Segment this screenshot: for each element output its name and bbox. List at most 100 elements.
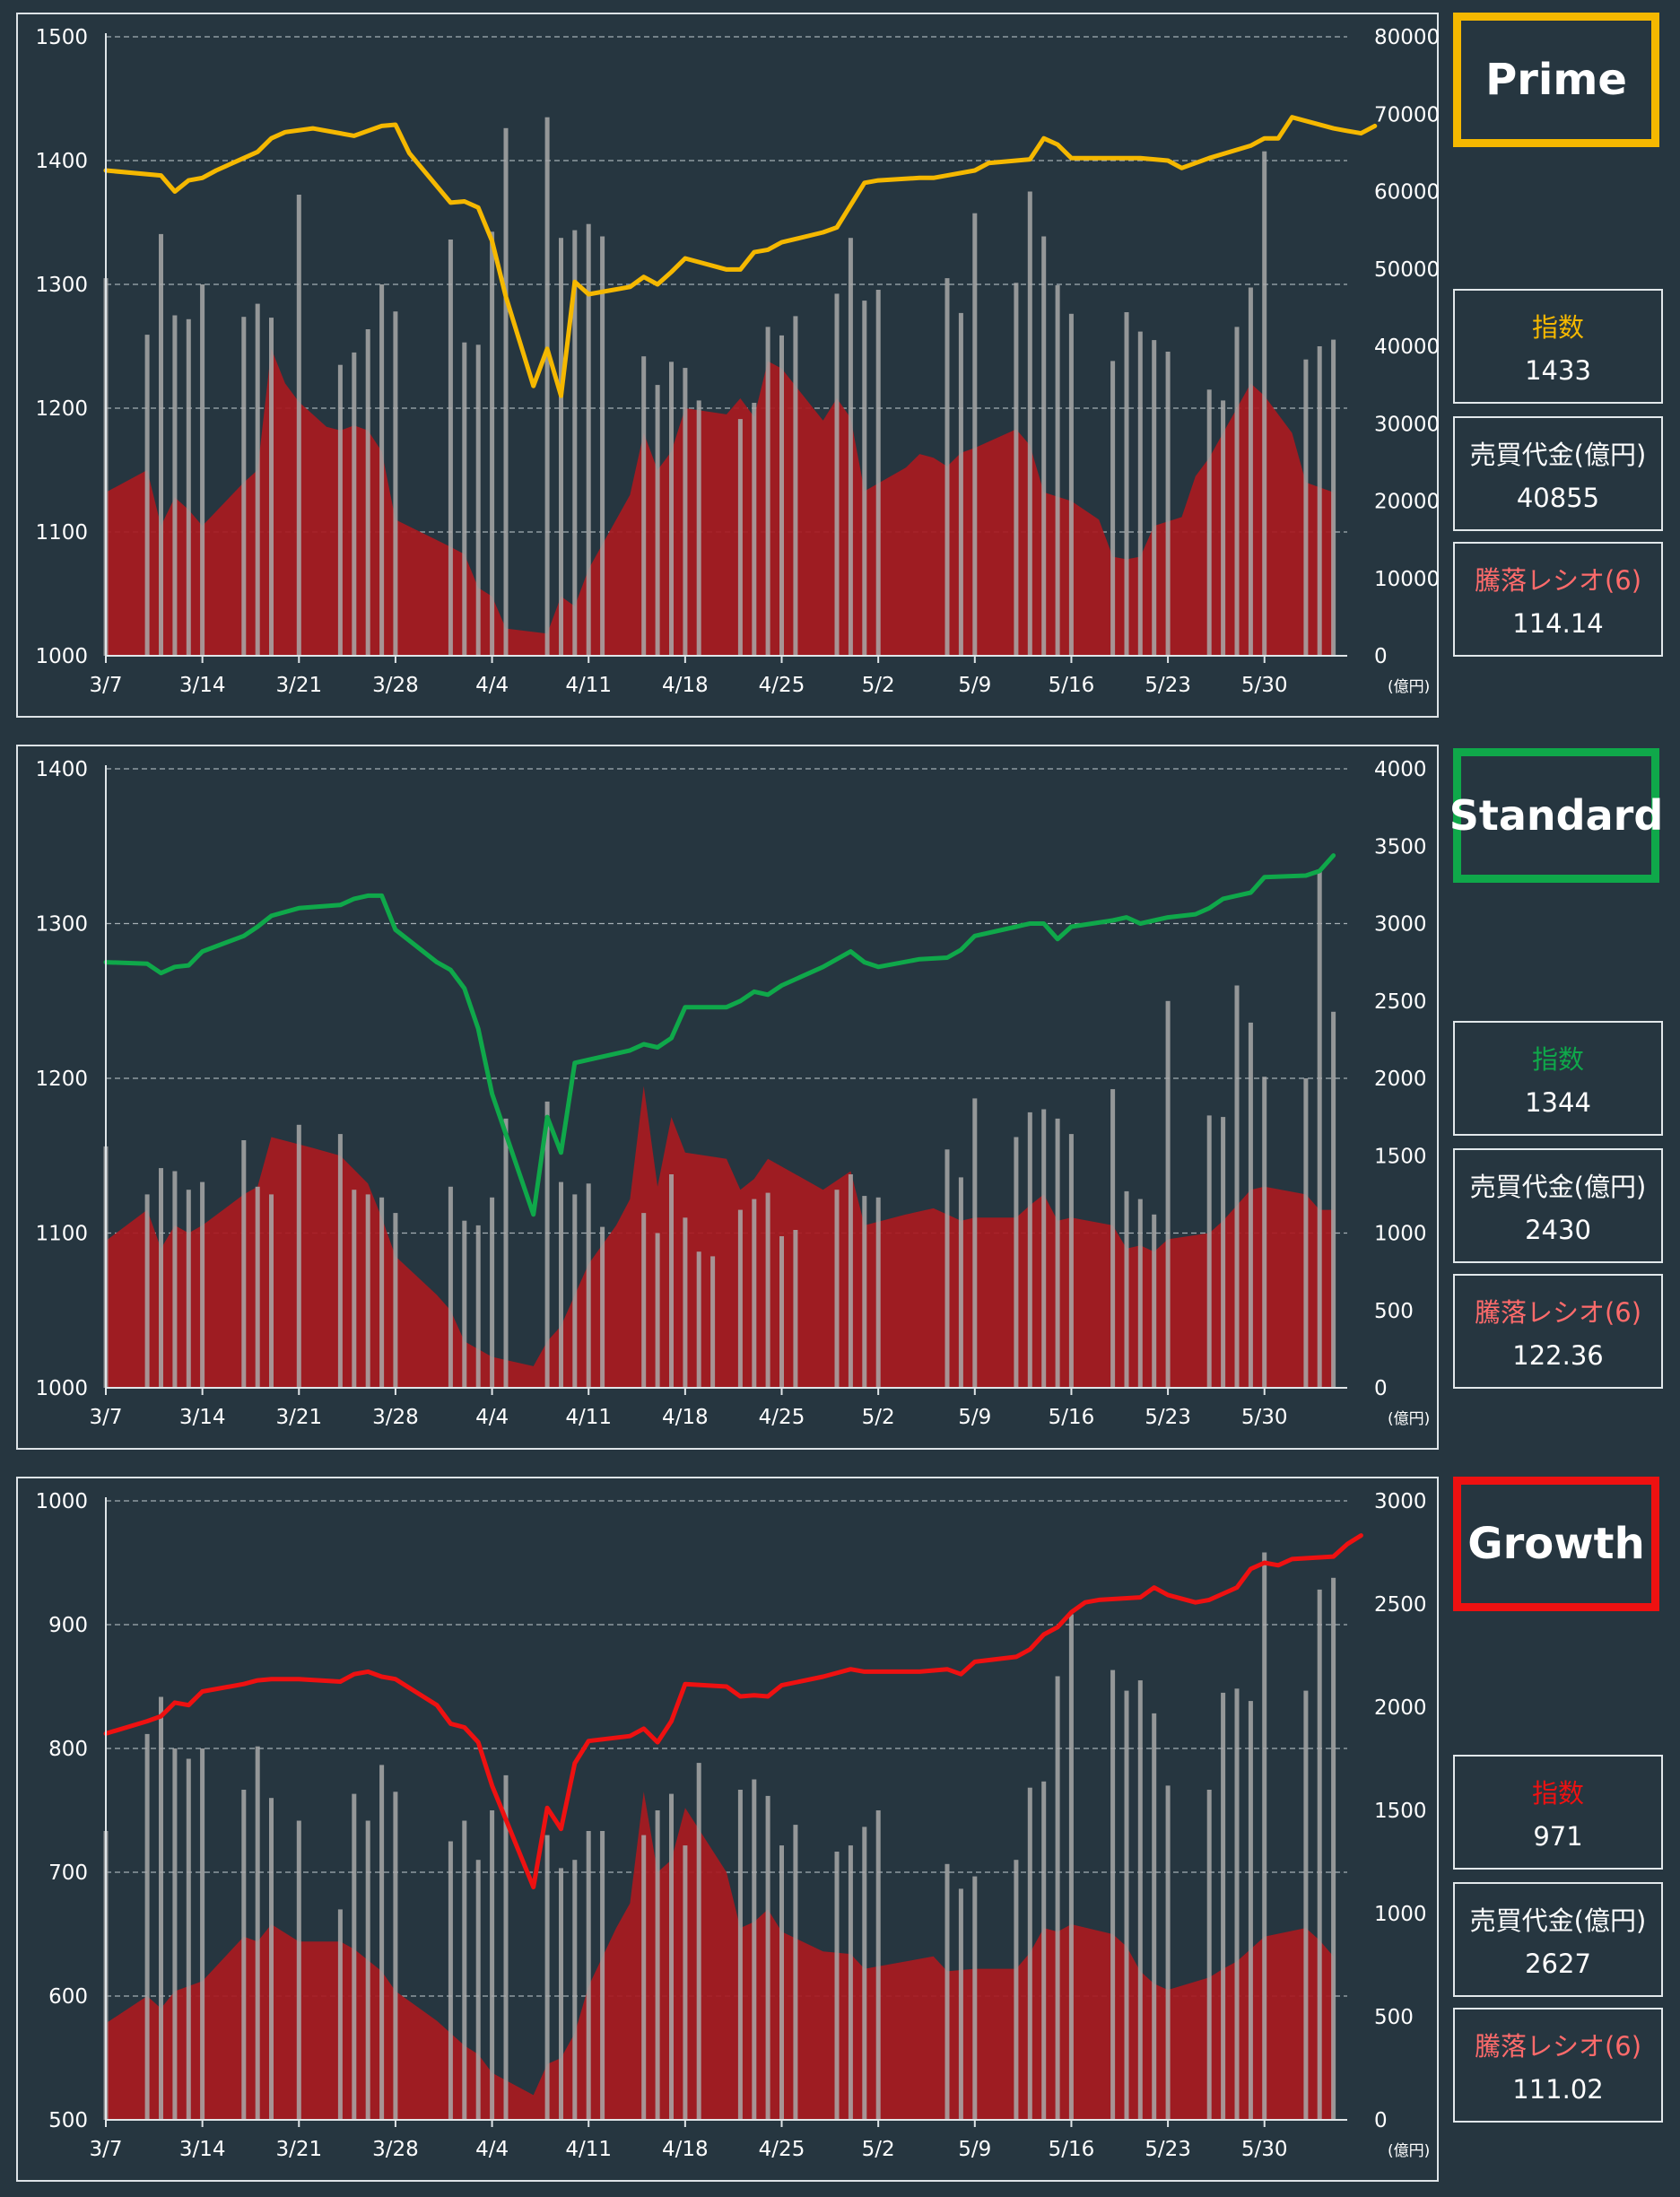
standard-right-tick-label: 500 [1374,1300,1414,1323]
standard-x-tick-label: 3/14 [179,1406,226,1429]
prime-volume-bar [696,400,701,656]
prime-volume-bar [1110,361,1116,656]
standard-volume-bar [1317,869,1322,1388]
standard-volume-bar [875,1197,881,1388]
standard-index-line [103,853,1336,1217]
growth-volume-bar [1165,1785,1171,2120]
standard-volume-bar [172,1171,178,1388]
prime-volume-bar [1055,284,1060,656]
prime-ratio-area [106,348,1334,656]
standard-volume-bar [337,1134,343,1388]
standard-volume-bar [393,1213,398,1388]
growth-x-tick-label: 4/4 [475,2138,509,2161]
growth-x-tick-label: 5/2 [862,2138,895,2161]
prime-volume-bar [200,284,205,656]
growth-volume-bar [1137,1680,1143,2120]
prime-volume-bar [379,284,385,656]
standard-volume-bar [1041,1109,1047,1388]
prime-x-tick-label: 4/25 [759,674,805,697]
prime-x-tick-label: 5/16 [1049,674,1095,697]
standard-volume-bar [972,1098,978,1388]
standard-volume-bar [834,1190,840,1388]
prime-chart: 1000 1100 1200 1300 1400 1500 0 10000 20000 30000… [16,13,1440,718]
growth-x-tick-label: 3/7 [89,2138,122,2161]
prime-volume-bar [462,342,467,656]
growth-left-tick-label: 600 [48,1985,88,2009]
growth-index-label: 指数 [1531,1778,1584,1809]
standard-x-tick-label: 3/21 [275,1406,322,1429]
standard-volume-bar [448,1186,453,1389]
prime-volume-bar [683,368,688,656]
prime-ratio-value: 114.14 [1512,608,1604,639]
prime-market-label: Prime [1453,13,1659,147]
standard-right-tick-label: 1000 [1374,1223,1427,1246]
growth-volume-bar [337,1909,343,2120]
standard-ratio-area [106,1085,1334,1388]
prime-volume-bar [641,356,647,656]
prime-volume-bar [875,290,881,656]
standard-volume-bar [379,1197,385,1388]
growth-ratio-value: 111.02 [1512,2074,1604,2105]
standard-volume-bar [544,1101,550,1388]
growth-volume-label: 売買代金(億円) [1469,1905,1647,1936]
prime-volume-bar [765,327,770,656]
growth-volume-bar [779,1845,784,2120]
growth-x-tick-label: 4/18 [662,2138,709,2161]
growth-volume-bar [241,1790,247,2120]
standard-volume-bar [1221,1117,1226,1388]
growth-index-stat: 指数 971 [1453,1755,1663,1870]
growth-volume-bar [144,1733,150,2120]
standard-volume-bar [1110,1089,1116,1388]
prime-volume-bar [737,419,743,656]
standard-volume-bar [710,1256,716,1388]
prime-unit-label: (億円) [1388,678,1430,696]
growth-volume-bar [655,1810,660,2120]
prime-volume-bar [503,127,509,657]
standard-volume-label: 売買代金(億円) [1469,1172,1647,1202]
prime-x-tick-label: 5/9 [958,674,991,697]
prime-volume-bar [752,403,757,656]
standard-volume-bar [159,1168,163,1388]
growth-volume-bar [462,1820,467,2120]
standard-left-tick-label: 1300 [35,913,88,937]
prime-x-tick-label: 5/2 [862,674,895,697]
growth-right-tick-label: 2000 [1374,1696,1427,1720]
prime-volume-bar [1027,191,1032,656]
prime-volume-bar [779,335,784,656]
prime-index-label: 指数 [1531,312,1584,343]
standard-x-tick-label: 5/9 [958,1406,991,1429]
growth-volume-bar [1110,1670,1116,2120]
standard-left-tick-label: 1400 [35,758,88,781]
prime-right-tick-label: 50000 [1374,258,1440,282]
standard-right-tick-label: 2000 [1374,1068,1427,1091]
standard-market-label: Standard [1449,748,1663,883]
standard-volume-bar [572,1194,578,1388]
prime-volume-bar [1206,389,1212,656]
standard-volume-bar [200,1181,205,1388]
growth-volume-bar [352,1793,357,2120]
growth-index-value: 971 [1533,1821,1583,1852]
growth-volume-bar [586,1831,591,2120]
growth-volume-bar [255,1746,260,2120]
prime-left-tick-label: 1100 [35,521,88,545]
prime-volume-bar [1137,331,1143,656]
growth-volume-bar [490,1810,495,2120]
prime-volume-bar [255,303,260,656]
standard-x-tick-label: 3/7 [89,1406,122,1429]
growth-x-tick-label: 4/25 [759,2138,805,2161]
standard-volume-bar [696,1251,701,1388]
standard-volume-bar [779,1236,784,1388]
growth-volume-bar [765,1795,770,2120]
prime-volume-bar [669,362,674,657]
growth-volume-bar [1234,1688,1240,2120]
standard-volume-bar [352,1190,357,1388]
standard-x-tick-label: 4/11 [565,1406,612,1429]
standard-left-tick-label: 1200 [35,1068,88,1091]
standard-volume-bar [1206,1115,1212,1388]
growth-volume-bar [269,1798,274,2120]
standard-volume-bar [944,1149,950,1388]
standard-volume-bar [586,1183,591,1388]
prime-x-tick-label: 5/30 [1241,674,1288,697]
prime-volume-bar [186,318,191,656]
standard-panel: 1000 1100 1200 1300 1400 0 500 1000 1500 2000 2500… [0,732,1680,1464]
